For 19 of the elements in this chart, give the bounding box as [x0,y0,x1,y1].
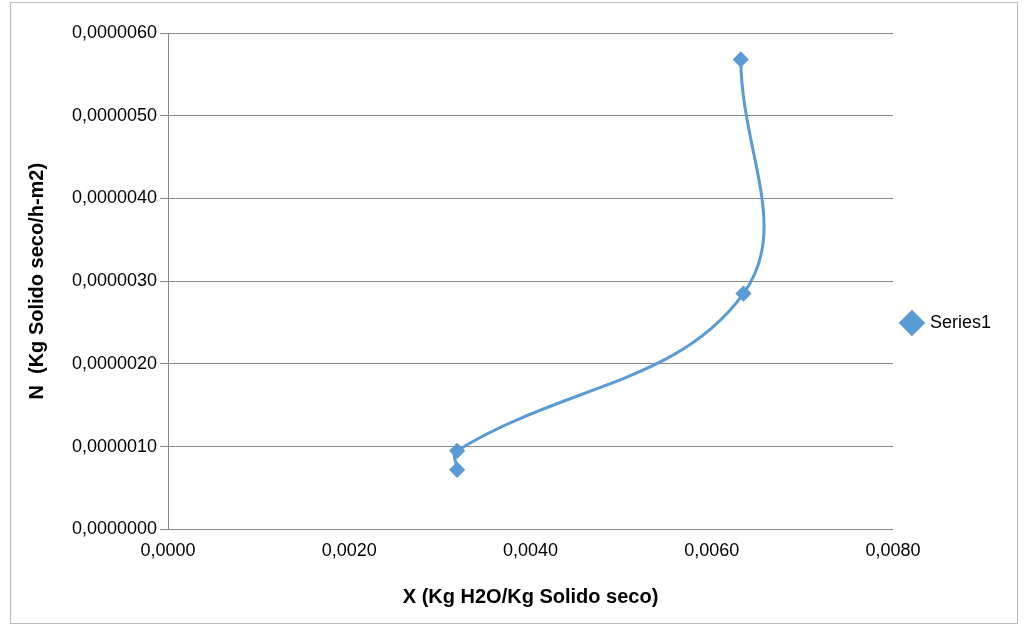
x-tick-label: 0,0000 [140,540,196,561]
y-tick-label: 0,0000030 [71,270,158,291]
y-tick-label: 0,0000000 [71,518,158,539]
x-tick-label: 0,0020 [321,540,377,561]
x-tick-label: 0,0060 [684,540,740,561]
y-axis-title: N (Kg Solido seco/h-m2) [24,162,47,400]
point [449,462,465,478]
x-axis-title: X (Kg H2O/Kg Solido seco) [402,584,659,607]
x-tick-label: 0,0080 [865,540,921,561]
y-tick-label: 0,0000010 [71,435,158,456]
point [449,443,465,459]
point [735,286,751,302]
point [733,51,749,67]
legend-label: Series1 [929,311,991,332]
y-tick-label: 0,0000020 [71,352,158,373]
y-tick-label: 0,0000040 [71,187,158,208]
y-tick-label: 0,0000060 [71,21,158,42]
x-tick-label: 0,0040 [503,540,559,561]
y-tick-label: 0,0000050 [71,104,158,125]
